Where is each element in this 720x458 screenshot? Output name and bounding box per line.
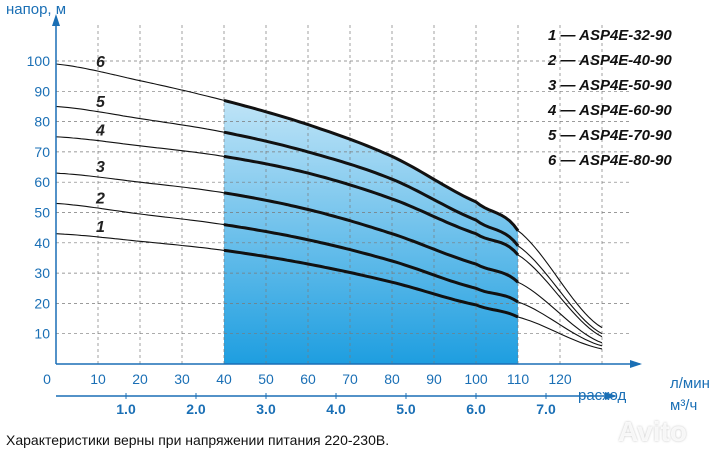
x2-tick-label: 2.0 — [186, 401, 206, 417]
curve-label: 6 — [96, 54, 105, 71]
x-tick-label: 10 — [90, 371, 106, 387]
x-tick-label: 50 — [258, 371, 274, 387]
x-axis-label: расход — [578, 387, 627, 404]
x-tick-label: 120 — [548, 371, 572, 387]
y-tick-label: 60 — [34, 174, 50, 190]
curve-working-segment — [223, 191, 519, 284]
y-axis-label: напор, м — [6, 1, 66, 18]
x2-axis-arrow — [605, 392, 617, 400]
x2-tick-label: 3.0 — [256, 401, 276, 417]
legend-entry: 4 — ASP4E-60-90 — [547, 102, 672, 119]
origin-label: 0 — [43, 371, 51, 387]
x-tick-label: 40 — [216, 371, 232, 387]
x-tick-label: 20 — [132, 371, 148, 387]
y-tick-label: 20 — [34, 295, 50, 311]
legend-entry: 2 — ASP4E-40-90 — [547, 52, 672, 69]
y-tick-label: 80 — [34, 114, 50, 130]
curve-label: 5 — [96, 94, 106, 111]
y-tick-label: 70 — [34, 144, 50, 160]
y-tick-label: 10 — [34, 326, 50, 342]
x-tick-label: 70 — [342, 371, 358, 387]
x-unit-primary: л/мин — [670, 375, 710, 392]
legend-entry: 6 — ASP4E-80-90 — [548, 152, 672, 169]
curve-label: 3 — [96, 159, 105, 176]
y-tick-label: 40 — [34, 235, 50, 251]
curves: 1 2 3 4 5 6 — [55, 54, 603, 350]
x-tick-label: 90 — [426, 371, 442, 387]
legend-entry: 1 — ASP4E-32-90 — [548, 27, 672, 44]
x2-tick-label: 7.0 — [536, 401, 556, 417]
x2-tick-label: 6.0 — [466, 401, 486, 417]
x2-tick-label: 1.0 — [116, 401, 136, 417]
grid — [56, 22, 630, 364]
legend: 1 — ASP4E-32-90 2 — ASP4E-40-90 3 — ASP4E-… — [547, 27, 672, 169]
curve-working-segment — [223, 130, 520, 247]
legend-entry: 3 — ASP4E-50-90 — [548, 77, 672, 94]
y-axis-arrow — [52, 14, 60, 26]
y-tick-label: 90 — [34, 83, 50, 99]
curve-working-segment — [223, 223, 519, 304]
x-tick-label: 60 — [300, 371, 316, 387]
avito-watermark: Avito — [618, 416, 687, 447]
x-axis-arrow — [630, 360, 642, 368]
x-tick-label: 30 — [174, 371, 190, 387]
y-tick-label: 50 — [34, 205, 50, 221]
x-tick-label: 80 — [384, 371, 400, 387]
curve-working-segment — [223, 248, 519, 319]
y-tick-label: 100 — [27, 53, 51, 69]
curve-label: 1 — [96, 219, 105, 236]
x2-tick-label: 4.0 — [326, 401, 346, 417]
curve-working-segment — [223, 154, 520, 256]
footnote: Характеристики верны при напряжении пита… — [6, 432, 390, 448]
y-tick-label: 30 — [34, 265, 50, 281]
x-tick-label: 100 — [464, 371, 488, 387]
curve-label: 2 — [95, 190, 105, 207]
axes: 10 20 30 40 50 60 70 80 90 100 0 10 20 30 40 50 60 70 80 90… — [27, 14, 642, 417]
legend-entry: 5 — ASP4E-70-90 — [548, 127, 672, 144]
x2-tick-label: 5.0 — [396, 401, 416, 417]
curve-working-segment — [223, 98, 520, 232]
curve-label: 4 — [95, 123, 105, 140]
x-unit-secondary: м³/ч — [670, 397, 697, 414]
x-tick-label: 110 — [507, 371, 530, 387]
